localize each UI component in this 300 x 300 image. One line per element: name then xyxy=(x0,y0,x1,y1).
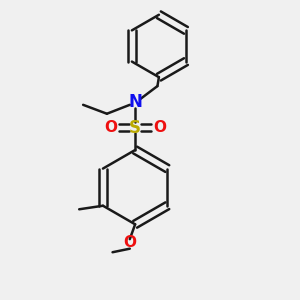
Text: O: O xyxy=(123,235,136,250)
Text: O: O xyxy=(153,120,166,135)
Text: O: O xyxy=(104,120,117,135)
Text: N: N xyxy=(128,93,142,111)
Text: S: S xyxy=(129,119,141,137)
